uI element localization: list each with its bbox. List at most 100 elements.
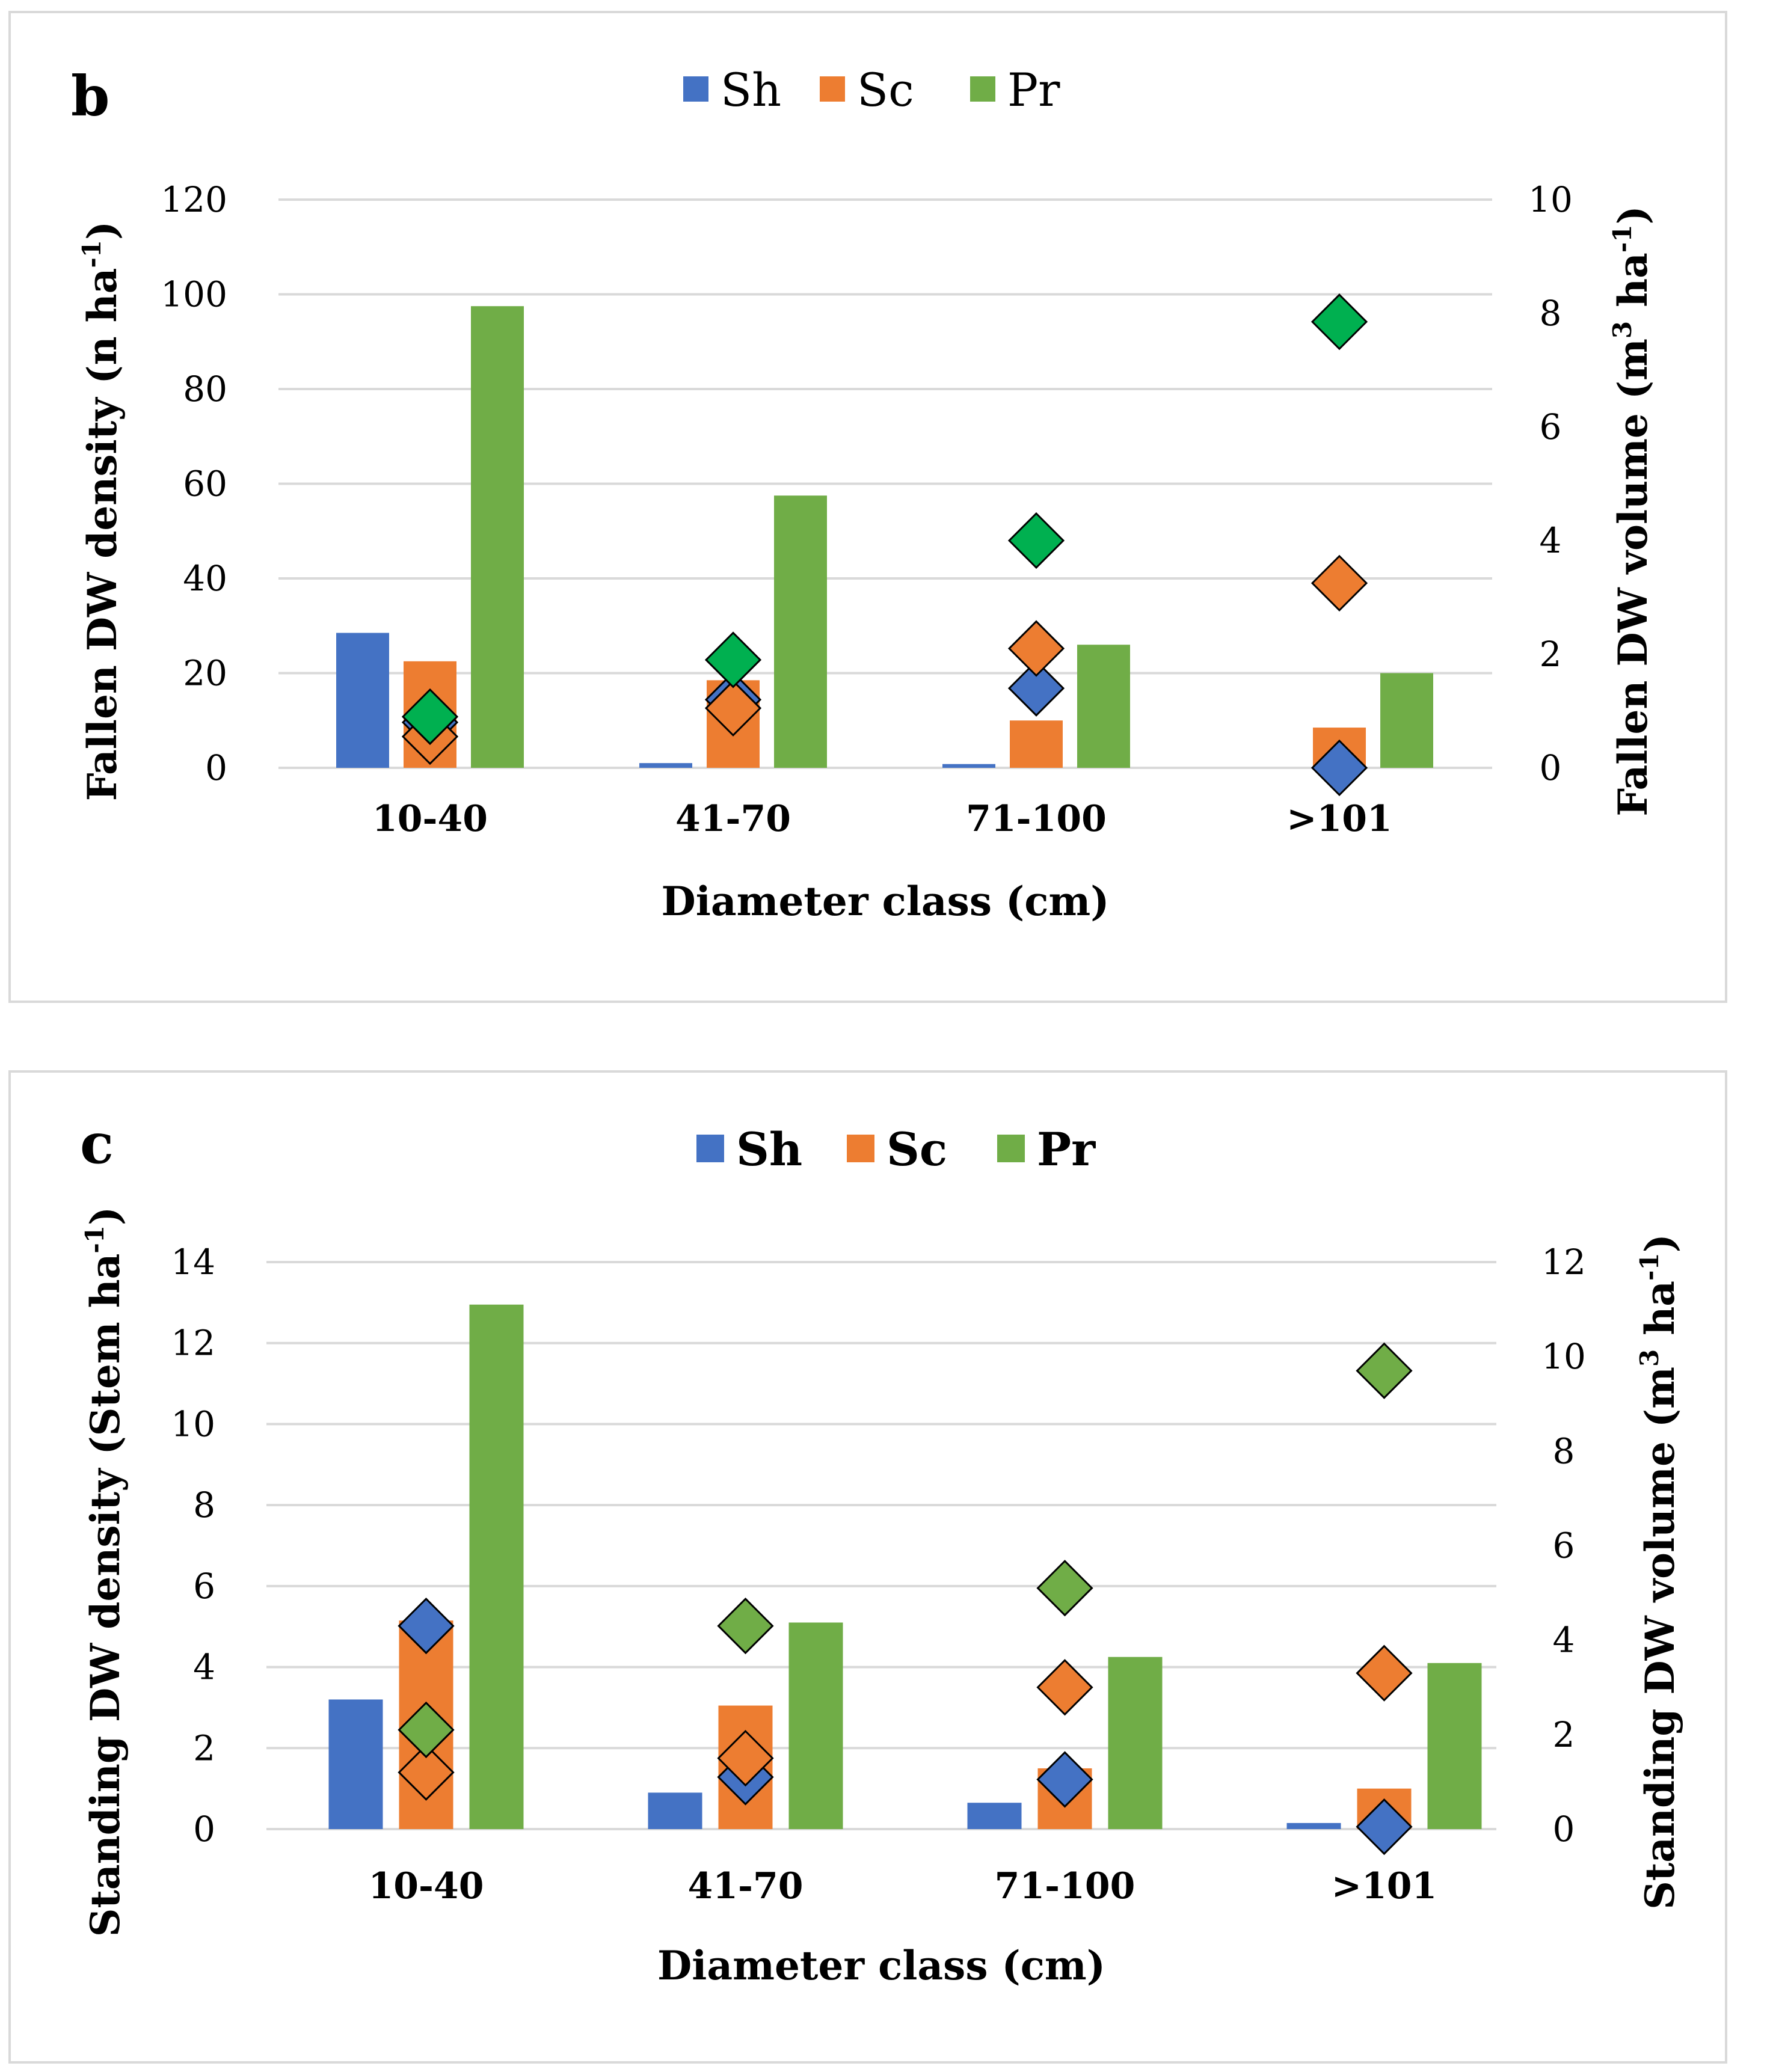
y2-tick-label: 6 [1553, 1525, 1575, 1566]
legend-label-sc: Sc [887, 1123, 947, 1176]
y-axis-label-sup: -1 [77, 240, 106, 268]
y-axis-label-close: ) [79, 221, 126, 240]
legend: Sh Sc Pr [683, 63, 1060, 117]
y-tick-label: 0 [205, 747, 227, 788]
y2-tick-label: 8 [1540, 293, 1562, 334]
bar-sh-1 [648, 1792, 702, 1829]
legend-swatch-sh [683, 76, 708, 102]
y-axis-label: Fallen DW density (n ha-1) [77, 221, 126, 801]
volume-marker-sc-0 [398, 1744, 455, 1801]
volume-marker-sc-2 [1007, 620, 1065, 677]
y-tick-label: 40 [183, 558, 227, 599]
volume-marker-pr-2 [1036, 1560, 1093, 1617]
bar-pr-3 [1427, 1663, 1482, 1829]
bar-sh-1 [639, 763, 692, 768]
volume-marker-pr-2 [1007, 512, 1065, 569]
bar-pr-3 [1380, 673, 1433, 768]
y-axis-label: Standing DW density (Stem ha-1) [80, 1207, 129, 1937]
legend-label-sh: Sh [736, 1123, 802, 1176]
y-tick-label: 120 [161, 179, 227, 220]
panel-letter: b [71, 64, 109, 129]
y2-tick-label: 4 [1540, 520, 1562, 561]
x-axis-label: Diameter class (cm) [657, 1942, 1105, 1989]
chart-panel-b: b Sh Sc Pr 0 20 40 60 80 100 120 0 2 4 6 8 10 10-40 41-70 7… [8, 11, 1727, 1003]
volume-marker-pr-1 [704, 631, 762, 688]
y-tick-label: 0 [193, 1809, 215, 1850]
volume-marker-sh-2 [1007, 660, 1065, 717]
bar-pr-1 [774, 495, 827, 768]
legend-label-pr: Pr [1037, 1123, 1096, 1176]
y2-axis-label: Fallen DW volume (m3 ha-1) [1608, 206, 1656, 817]
y-tick-label: 14 [171, 1242, 215, 1283]
y-tick-label: 2 [193, 1727, 215, 1768]
volume-marker-sh-3 [1311, 739, 1368, 797]
y2-axis-label-main: Standing DW volume (m [1636, 1367, 1683, 1910]
volume-marker-pr-3 [1356, 1342, 1413, 1399]
bar-sh-2 [942, 764, 995, 768]
y-tick-label: 4 [193, 1647, 215, 1688]
bar-pr-0 [469, 1304, 524, 1829]
y-tick-label: 12 [171, 1323, 215, 1364]
y2-axis-label-sup: 3 [1635, 1349, 1664, 1367]
y-tick-label: 80 [183, 369, 227, 409]
legend-label-sc: Sc [857, 63, 914, 117]
y2-tick-label: 8 [1553, 1430, 1575, 1471]
y-tick-label: 100 [161, 274, 227, 315]
y-tick-label: 6 [193, 1566, 215, 1607]
volume-marker-sc-1 [704, 679, 762, 737]
y2-tick-label: 0 [1553, 1809, 1575, 1850]
bar-pr-1 [788, 1622, 843, 1829]
y2-axis-label-main: Fallen DW volume (m [1609, 339, 1656, 817]
volume-marker-pr-0 [401, 688, 459, 746]
y2-axis-label-sup: 3 [1608, 321, 1637, 339]
x-tick-label: >101 [1286, 798, 1392, 840]
y-axis-label-main: Fallen DW density (n ha [79, 268, 126, 802]
bar-sh-3 [1286, 1822, 1341, 1829]
volume-marker-sc-3 [1356, 1644, 1413, 1702]
fallen-deadwood-chart: b Sh Sc Pr 0 20 40 60 80 100 120 0 2 4 6 8 10 10-40 41-70 7… [71, 63, 1656, 925]
volume-marker-sh-3 [1356, 1798, 1413, 1856]
y-axis-label-close: ) [82, 1207, 129, 1225]
y2-tick-label: 2 [1553, 1714, 1575, 1755]
x-tick-label: 71-100 [995, 1865, 1135, 1907]
volume-marker-sc-3 [1311, 554, 1368, 611]
x-axis-label: Diameter class (cm) [662, 878, 1110, 925]
y2-axis-label-close: ) [1636, 1234, 1683, 1252]
y-tick-label: 20 [183, 653, 227, 694]
legend-swatch-sc [820, 76, 845, 102]
bar-pr-0 [471, 306, 524, 768]
y-tick-label: 8 [193, 1485, 215, 1525]
y2-axis-label-mid: ha [1636, 1281, 1683, 1349]
y2-axis-label-sup2: -1 [1608, 224, 1637, 253]
bar-pr-2 [1108, 1657, 1163, 1829]
legend-label-pr: Pr [1007, 63, 1060, 117]
bar-pr-2 [1077, 645, 1130, 768]
y2-tick-label: 2 [1540, 634, 1562, 675]
y2-tick-label: 4 [1553, 1620, 1575, 1661]
y-tick-label: 10 [171, 1403, 215, 1444]
y-axis-label-sup: -1 [80, 1225, 109, 1254]
volume-marker-pr-0 [398, 1701, 455, 1759]
x-tick-label: 41-70 [688, 1865, 804, 1907]
volume-marker-pr-3 [1311, 293, 1368, 351]
x-tick-label: >101 [1332, 1865, 1437, 1907]
standing-deadwood-chart: c Sh Sc Pr 0 2 4 6 8 10 12 14 0 2 4 6 8 10 12 10-40 41-70 71-… [80, 1111, 1683, 1989]
legend-swatch-sh [696, 1135, 724, 1162]
legend-swatch-sc [847, 1135, 874, 1162]
bar-sc-2 [1010, 720, 1063, 768]
y2-axis-label-mid: ha [1609, 253, 1656, 321]
bar-sh-0 [336, 633, 389, 768]
volume-marker-pr-1 [717, 1597, 774, 1655]
y2-axis-label-sup2: -1 [1635, 1252, 1664, 1281]
legend-swatch-pr [997, 1135, 1025, 1162]
x-tick-label: 10-40 [369, 1865, 484, 1907]
volume-marker-sh-0 [398, 1597, 455, 1655]
y-axis-label-main: Standing DW density (Stem ha [82, 1254, 129, 1937]
volume-marker-sc-1 [717, 1730, 774, 1787]
volume-marker-sc-2 [1036, 1659, 1093, 1716]
bar-sh-0 [328, 1699, 383, 1829]
legend-label-sh: Sh [721, 63, 781, 117]
volume-marker-sh-2 [1036, 1751, 1093, 1808]
y2-tick-label: 0 [1540, 747, 1562, 788]
legend-swatch-pr [970, 76, 995, 102]
